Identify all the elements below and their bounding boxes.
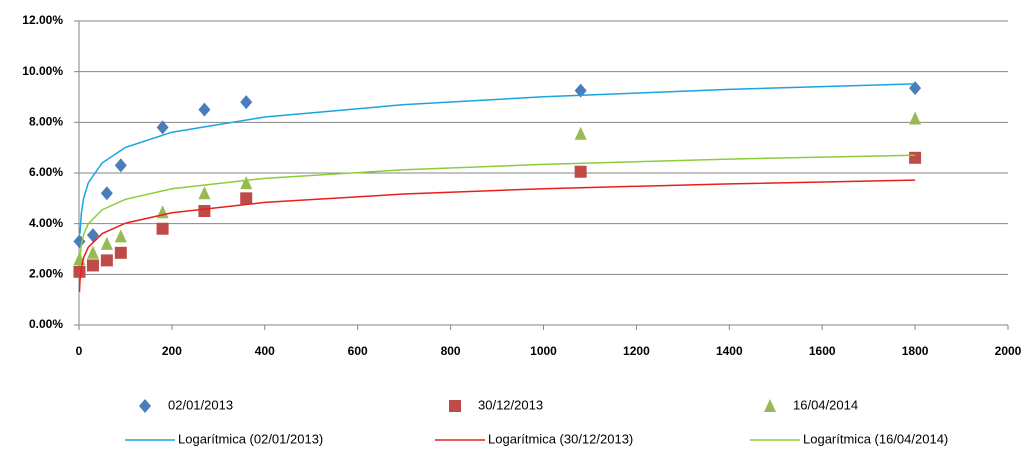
point [156,222,169,235]
legend-marker [449,400,461,412]
point [156,120,169,135]
x-tick-label: 400 [255,344,275,358]
point [114,229,127,243]
trend-line [79,83,916,234]
point [100,254,113,267]
legend-label: 16/04/2014 [793,397,858,412]
x-tick-label: 600 [348,344,368,358]
legend-marker [764,399,776,412]
legend-label: Logarítmica (02/01/2013) [178,431,323,446]
y-tick-label: 8.00% [29,115,63,129]
x-tick-label: 1800 [902,344,929,358]
legend-label: Logarítmica (16/04/2014) [803,431,948,446]
x-tick-label: 2000 [995,344,1022,358]
y-tick-label: 10.00% [22,64,63,78]
point [100,236,113,250]
point [86,228,99,243]
point [574,126,587,140]
point [240,95,253,110]
legend-marker [139,399,151,413]
point [574,165,587,178]
y-tick-label: 6.00% [29,165,63,179]
x-tick-label: 1200 [623,344,650,358]
x-tick-label: 800 [441,344,461,358]
point [198,102,211,117]
point [100,186,113,201]
x-tick-label: 200 [162,344,182,358]
point [198,205,211,217]
point [86,245,99,259]
point [73,265,86,278]
x-tick-label: 1000 [530,344,557,358]
x-tick-label: 1400 [716,344,743,358]
legend-label: 02/01/2013 [168,397,233,412]
point [240,176,253,190]
y-tick-label: 2.00% [29,267,63,281]
point [909,111,922,125]
point [114,158,127,173]
legend-label: 30/12/2013 [478,397,543,412]
x-tick-label: 1600 [809,344,836,358]
point [86,259,99,272]
point [909,151,922,164]
x-tick-label: 0 [76,344,83,358]
y-tick-label: 0.00% [29,317,63,331]
trend-line [78,179,916,293]
y-tick-label: 4.00% [29,216,63,230]
point [114,246,127,259]
point [198,186,211,200]
legend-label: Logarítmica (30/12/2013) [488,431,633,446]
point [240,192,253,205]
point [574,83,587,98]
y-tick-label: 12.00% [22,13,63,27]
trend-line [79,154,916,259]
